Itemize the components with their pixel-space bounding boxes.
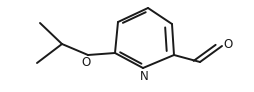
Text: O: O [81, 56, 91, 69]
Text: O: O [224, 38, 233, 51]
Text: N: N [140, 70, 149, 83]
